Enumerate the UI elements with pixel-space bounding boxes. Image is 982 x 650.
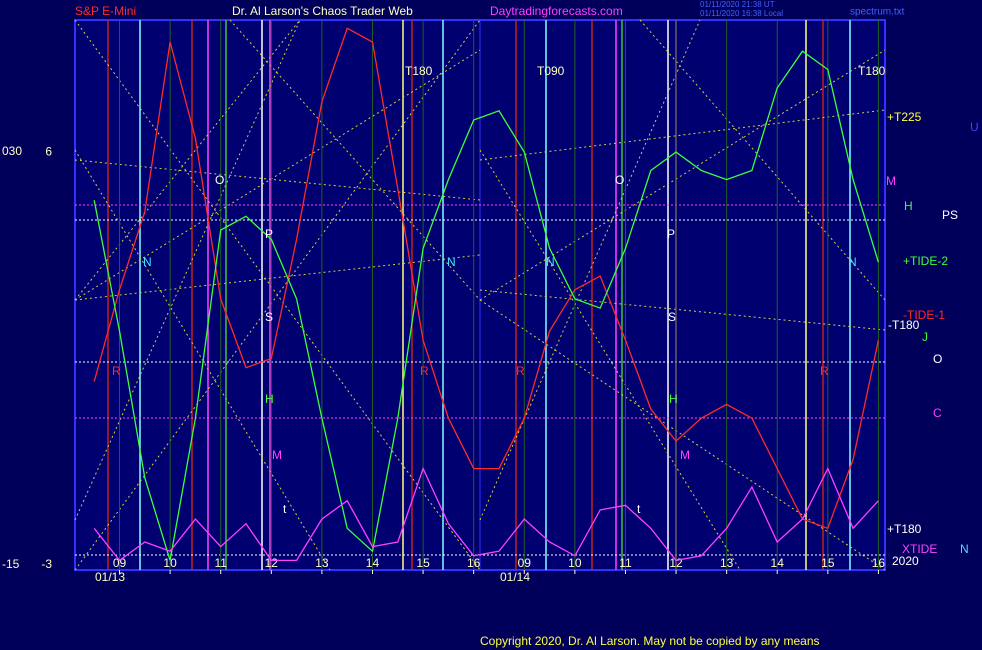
cycle-line (479, 49, 886, 301)
annotation: M (680, 448, 690, 462)
x-tick-label: 10 (163, 556, 177, 570)
y-tick-label: 6 (45, 144, 52, 158)
annotation: M (272, 448, 282, 462)
cycle-line (74, 149, 331, 571)
annotation: N (447, 255, 456, 269)
annotation: N (546, 255, 555, 269)
x-tick-label: 11 (619, 556, 632, 570)
annotation: R (820, 364, 829, 378)
annotation: H (265, 392, 274, 406)
annotation: O (215, 173, 224, 187)
annotation: H (904, 199, 913, 213)
annotation: +TIDE-2 (903, 254, 948, 268)
y-tick-label: -3 (41, 557, 52, 571)
annotation: t (637, 502, 641, 516)
annotation: T180 (405, 64, 433, 78)
x-tick-label: 13 (315, 556, 329, 570)
x-tick-label: 16 (467, 556, 481, 570)
date-label: 01/13 (95, 570, 125, 584)
annotation: P (667, 227, 675, 241)
file-name: spectrum.txt (850, 7, 905, 18)
annotation: -TIDE-1 (903, 308, 945, 322)
cycle-line (74, 19, 301, 521)
annotation: t (283, 502, 287, 516)
x-tick-label: 13 (720, 556, 734, 570)
series-line (93, 466, 879, 562)
annotation: J (922, 330, 928, 344)
annotation: H (669, 392, 678, 406)
annotation: +T180 (887, 522, 922, 536)
annotation: S (265, 310, 273, 324)
annotation: U (970, 120, 979, 134)
cycle-line (479, 19, 701, 521)
annotation: R (420, 364, 429, 378)
website: Daytradingforecasts.com (490, 4, 623, 18)
annotation: R (112, 364, 121, 378)
cycle-line (74, 19, 481, 571)
x-tick-label: 09 (518, 556, 532, 570)
timestamp: 01/11/2020 21:38 UT (700, 0, 775, 9)
x-tick-label: 14 (366, 556, 380, 570)
annotation: XTIDE (902, 542, 937, 556)
annotation: N (848, 255, 857, 269)
cycle-line (479, 109, 886, 161)
annotation: PS (942, 208, 958, 222)
instrument: S&P E-Mini (75, 4, 136, 18)
annotation: +T225 (887, 110, 922, 124)
x-tick-label: 15 (821, 556, 835, 570)
x-tick-label: 15 (416, 556, 430, 570)
x-tick-label: 12 (669, 556, 683, 570)
cycle-line (74, 49, 481, 301)
annotation: C (933, 406, 942, 420)
annotation: R (516, 364, 525, 378)
annotation: -T180 (888, 318, 920, 332)
annotation: S (668, 310, 676, 324)
annotation: P (265, 227, 273, 241)
cycle-line (639, 19, 886, 301)
timestamp: 01/11/2020 16:38 Local (700, 9, 783, 18)
cycle-line (479, 149, 741, 571)
x-tick-label: 09 (113, 556, 127, 570)
x-tick-label: 11 (214, 556, 227, 570)
x-tick-label: 14 (771, 556, 785, 570)
annotation: T090 (537, 64, 565, 78)
annotation: T180 (858, 64, 886, 78)
date-label: 01/14 (500, 570, 530, 584)
annotation: M (886, 174, 896, 188)
x-tick-label: 10 (568, 556, 582, 570)
annotation: O (933, 352, 942, 366)
annotation: N (960, 542, 969, 556)
annotation: N (143, 255, 152, 269)
annotation: O (615, 173, 624, 187)
x-tick-label: 12 (265, 556, 279, 570)
x-tick-label: 16 (872, 556, 886, 570)
annotation: 2020 (892, 554, 919, 568)
series-line (93, 27, 880, 530)
copyright: Copyright 2020, Dr. Al Larson. May not b… (480, 634, 820, 648)
y2-tick-label: 030 (2, 144, 22, 158)
y2-tick-label: -15 (2, 557, 20, 571)
series-line (93, 50, 880, 561)
chart-title: Dr. Al Larson's Chaos Trader Web (232, 4, 413, 18)
